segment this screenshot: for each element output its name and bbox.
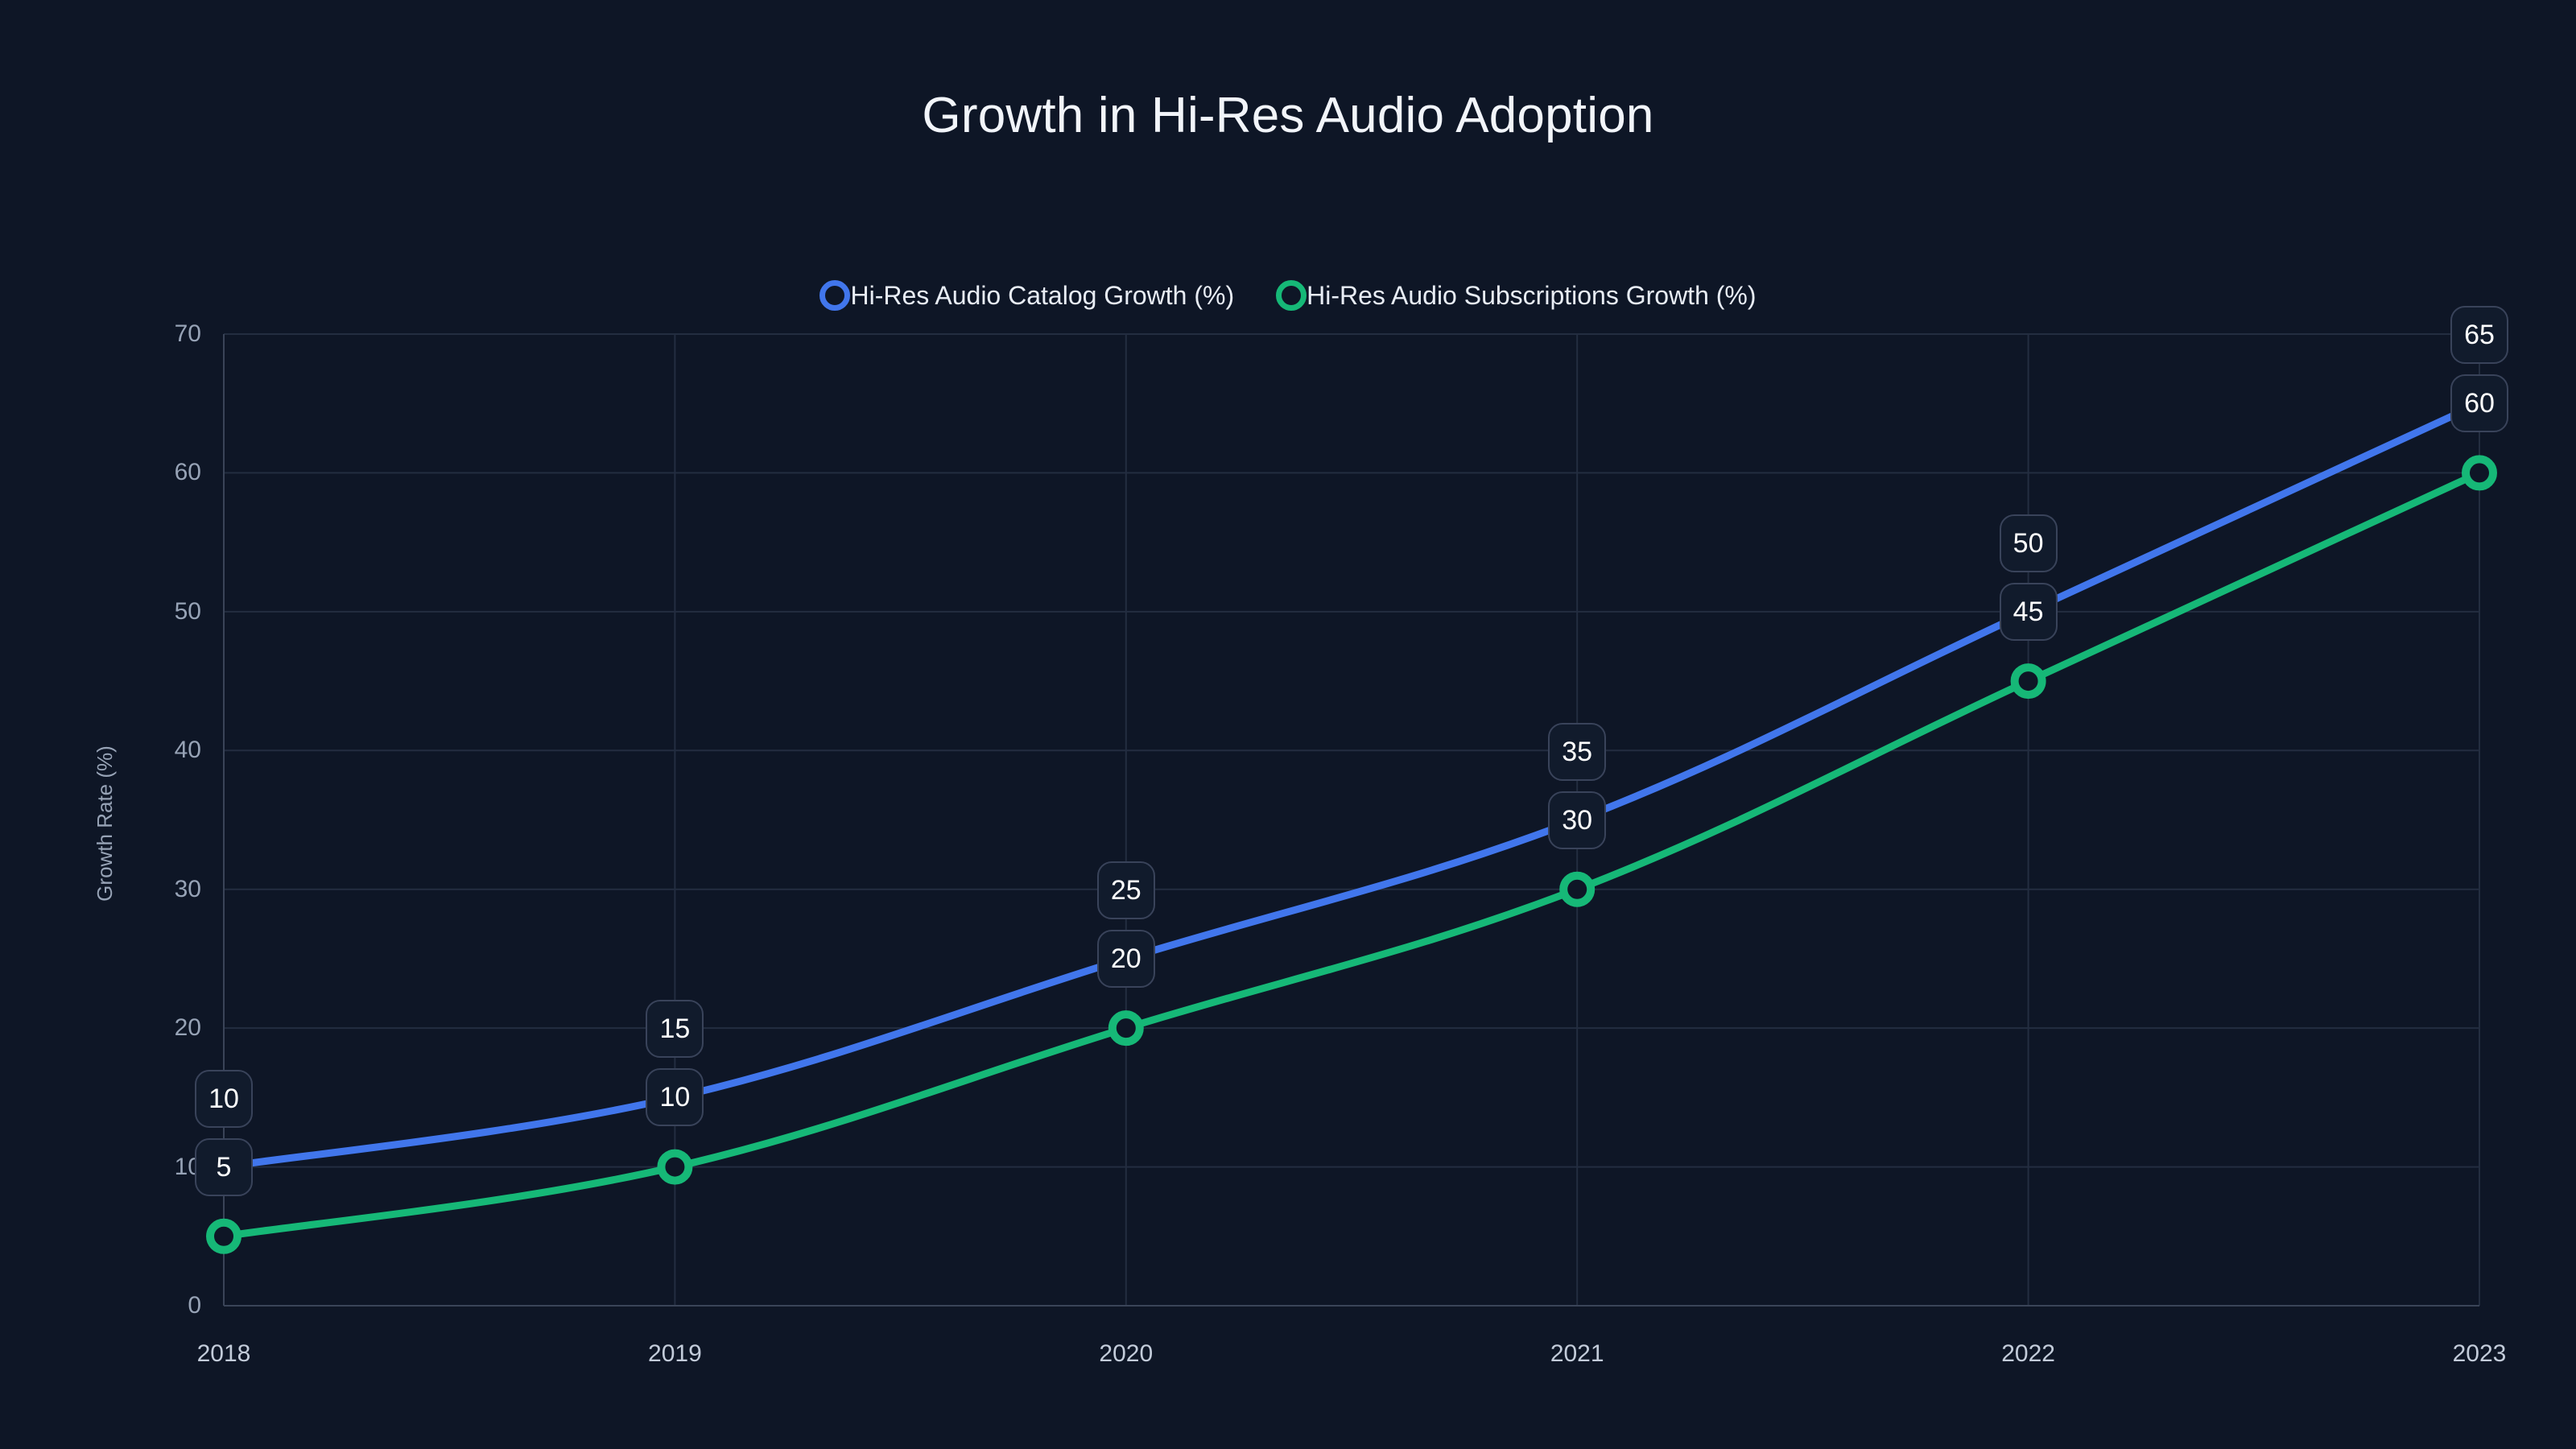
data-label-subscriptions-growth: 60 bbox=[2450, 374, 2508, 433]
data-label-catalog-growth: 10 bbox=[195, 1069, 253, 1128]
x-axis-tick-label: 2023 bbox=[2452, 1340, 2507, 1367]
y-axis-tick-label: 10 bbox=[174, 1153, 201, 1180]
y-axis-tick-label: 50 bbox=[174, 597, 201, 625]
series-lines bbox=[220, 399, 2483, 1241]
data-label-catalog-growth: 50 bbox=[1999, 514, 2058, 572]
data-label-catalog-growth: 15 bbox=[646, 1000, 704, 1059]
axis-lines bbox=[223, 334, 2479, 1307]
data-label-catalog-growth: 25 bbox=[1096, 861, 1155, 919]
x-axis-tick-label: 2022 bbox=[2001, 1340, 2055, 1367]
data-label-subscriptions-growth: 10 bbox=[646, 1068, 704, 1127]
x-axis-tick-label: 2019 bbox=[648, 1340, 702, 1367]
legend-marker-circle-icon bbox=[819, 280, 851, 311]
legend-label-subscriptions-growth: Hi-Res Audio Subscriptions Growth (%) bbox=[1307, 281, 1757, 310]
data-label-subscriptions-growth: 30 bbox=[1548, 791, 1607, 849]
legend-label-catalog-growth: Hi-Res Audio Catalog Growth (%) bbox=[850, 281, 1235, 310]
data-label-subscriptions-growth: 5 bbox=[195, 1137, 253, 1196]
y-axis-tick-label: 30 bbox=[174, 875, 201, 902]
x-axis-tick-label: 2021 bbox=[1550, 1340, 1604, 1367]
x-axis-tick-label: 2020 bbox=[1099, 1340, 1154, 1367]
chart-legend: Hi-Res Audio Catalog Growth (%) Hi-Res A… bbox=[0, 280, 2576, 311]
y-axis-tick-label: 0 bbox=[188, 1292, 201, 1319]
legend-marker-circle-icon bbox=[1276, 280, 1307, 311]
y-axis-tick-label: 70 bbox=[174, 320, 201, 347]
y-axis-tick-label: 60 bbox=[174, 459, 201, 486]
legend-item-catalog-growth[interactable]: Hi-Res Audio Catalog Growth (%) bbox=[819, 280, 1234, 311]
data-label-subscriptions-growth: 20 bbox=[1096, 929, 1155, 988]
x-axis-tick-label: 2018 bbox=[196, 1340, 251, 1367]
data-label-catalog-growth: 65 bbox=[2450, 306, 2508, 365]
y-axis-tick-label: 20 bbox=[174, 1014, 201, 1042]
y-axis-tick-label: 40 bbox=[174, 737, 201, 764]
legend-item-subscriptions-growth[interactable]: Hi-Res Audio Subscriptions Growth (%) bbox=[1276, 280, 1757, 311]
chart-title: Growth in Hi-Res Audio Adoption bbox=[922, 88, 1654, 143]
gridlines bbox=[223, 333, 2480, 1307]
data-label-subscriptions-growth: 45 bbox=[1999, 582, 2058, 641]
data-label-catalog-growth: 35 bbox=[1548, 722, 1607, 781]
